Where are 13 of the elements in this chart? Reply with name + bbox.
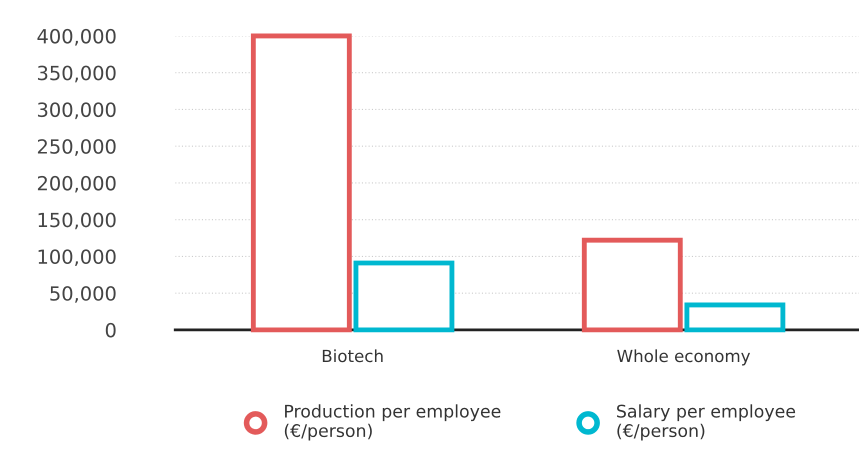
legend-label: Salary per employee (€/person): [617, 404, 796, 441]
x-tick-label: Whole economy: [617, 349, 750, 366]
y-tick-label: 250,000: [38, 139, 116, 156]
y-tick-label: 400,000: [37, 28, 116, 46]
y-tick-label: 0: [106, 322, 116, 338]
y-tick-label: 50,000: [50, 286, 116, 303]
y-tick-label: 200,000: [38, 176, 116, 193]
x-tick-label: Biotech: [322, 349, 383, 362]
legend-label: Production per employee (€/person): [284, 404, 500, 441]
y-tick-label: 150,000: [38, 212, 116, 230]
y-tick-label: 300,000: [38, 102, 116, 120]
y-tick-label: 100,000: [38, 249, 116, 266]
y-tick-label: 350,000: [38, 66, 116, 82]
